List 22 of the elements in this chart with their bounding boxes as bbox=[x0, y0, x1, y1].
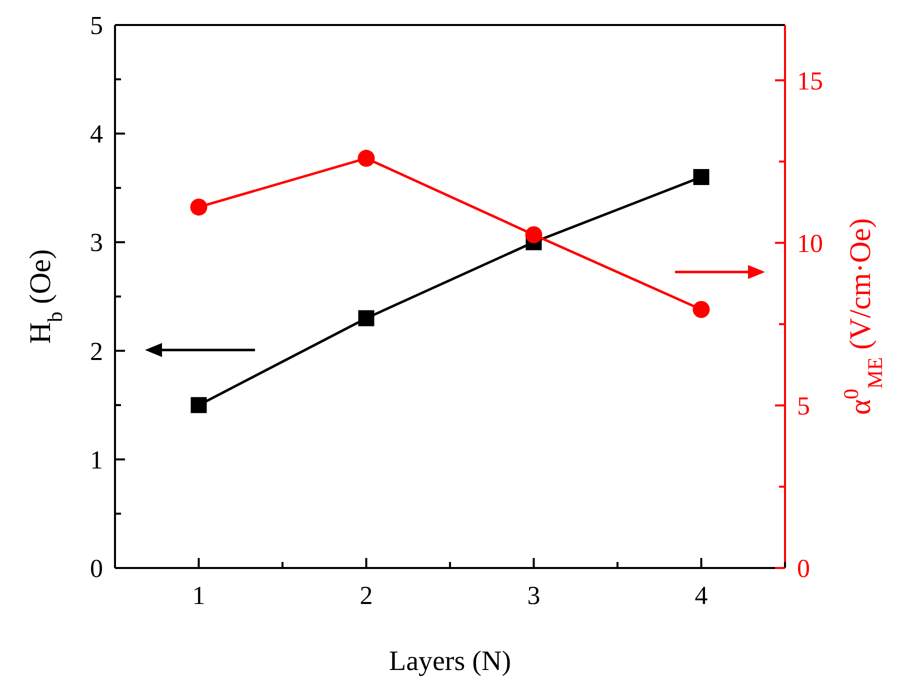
point bbox=[190, 397, 207, 414]
x-tick-label: 1 bbox=[192, 581, 206, 610]
y-tick-label: 0 bbox=[90, 554, 103, 583]
y-tick-label: 5 bbox=[90, 11, 103, 40]
y-tick-label: 3 bbox=[90, 228, 103, 258]
y-tick-label: 1 bbox=[90, 445, 103, 474]
point bbox=[525, 226, 542, 244]
y-tick-label: 2 bbox=[90, 336, 103, 366]
point bbox=[190, 198, 208, 216]
point bbox=[692, 301, 710, 318]
y2-tick-label: 5 bbox=[797, 391, 810, 420]
point bbox=[693, 169, 710, 186]
x-tick-label: 4 bbox=[694, 581, 708, 610]
point bbox=[358, 310, 374, 326]
point bbox=[358, 150, 375, 167]
y2-tick-label: 15 bbox=[797, 66, 823, 96]
x-tick-label: 2 bbox=[360, 581, 373, 610]
y-tick-label: 4 bbox=[90, 120, 103, 149]
y2-tick-label: 10 bbox=[797, 228, 823, 258]
x-axis-title: Layers (N) bbox=[388, 646, 512, 677]
x-tick-label: 3 bbox=[527, 581, 540, 610]
y2-tick-label: 0 bbox=[797, 554, 810, 583]
